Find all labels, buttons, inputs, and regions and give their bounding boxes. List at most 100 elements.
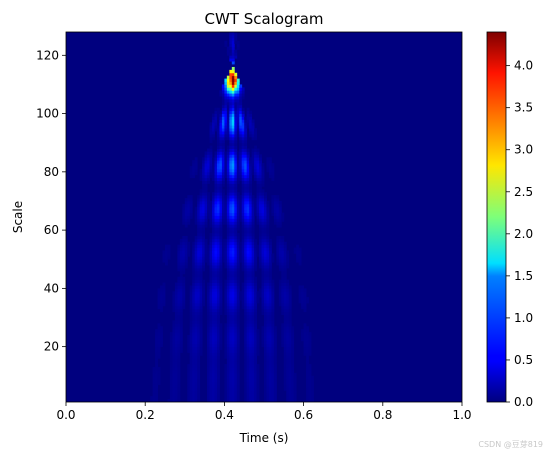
heat-cell [209, 174, 213, 179]
heat-cell [244, 396, 248, 400]
heat-cell [273, 334, 277, 339]
heat-cell [283, 375, 287, 380]
heat-cell [226, 230, 230, 234]
heat-cell [221, 99, 225, 103]
heat-cell [244, 230, 248, 234]
heat-cell [179, 253, 183, 257]
heat-cell [244, 142, 248, 147]
heat-cell [266, 378, 270, 382]
heat-cell [236, 381, 240, 385]
heat-cell [306, 381, 309, 385]
heat-cell [192, 241, 196, 246]
heat-cell [169, 361, 173, 365]
heat-cell [271, 256, 275, 260]
heat-cell [286, 285, 290, 289]
heat-cell [256, 203, 260, 208]
heat-cell [254, 393, 257, 397]
heat-cell [231, 151, 235, 155]
heat-cell [229, 148, 233, 152]
heat-cell [246, 346, 250, 350]
heat-cell [251, 320, 255, 324]
heat-cell [231, 34, 235, 39]
heat-cell [234, 186, 238, 190]
heat-cell [256, 206, 260, 211]
heat-cell [256, 294, 260, 298]
heat-cell [224, 387, 228, 391]
heat-cell [231, 227, 235, 231]
heat-cell [194, 381, 198, 385]
heat-cell [236, 163, 240, 167]
heat-cell [251, 390, 255, 394]
heat-cell [214, 157, 218, 161]
heat-cell [174, 355, 178, 359]
heat-cell [207, 337, 210, 342]
heat-cell [231, 84, 235, 88]
heat-cell [219, 224, 223, 228]
heat-cell [239, 247, 243, 251]
heat-cell [207, 367, 210, 371]
heat-cell [239, 139, 243, 144]
heat-cell [249, 337, 253, 342]
heat-cell [236, 265, 240, 269]
heat-cell [194, 235, 198, 240]
heat-cell [192, 352, 196, 356]
heat-cell [236, 393, 240, 397]
heat-cell [224, 43, 228, 47]
heat-cell [231, 107, 235, 112]
heat-cell [177, 369, 181, 374]
heat-cell [246, 381, 250, 385]
heat-cell [306, 372, 309, 377]
heat-cell [291, 375, 295, 380]
heat-cell [306, 337, 309, 342]
heat-cell [244, 367, 248, 371]
heat-cell [226, 206, 230, 211]
heat-cell [197, 221, 201, 225]
heat-cell [182, 212, 186, 216]
heat-cell [231, 241, 235, 246]
heat-cell [212, 372, 215, 377]
heat-cell [187, 349, 191, 353]
heat-cell [234, 192, 238, 196]
heat-cell [214, 300, 218, 304]
heat-cell [271, 358, 275, 362]
heat-cell [229, 125, 233, 129]
heat-cell [288, 372, 292, 377]
heat-cell [249, 378, 253, 382]
heat-cell [244, 267, 248, 272]
heat-cell [236, 282, 240, 286]
heat-cell [254, 367, 257, 371]
heat-cell [278, 256, 282, 260]
heat-cell [249, 116, 253, 120]
heat-cell [273, 358, 277, 362]
heat-cell [273, 372, 277, 377]
heat-cell [229, 250, 233, 254]
heat-cell [244, 157, 248, 161]
heat-cell [209, 279, 213, 283]
heat-cell [216, 116, 220, 120]
heat-cell [231, 364, 235, 368]
heat-cell [224, 250, 228, 254]
heat-cell [308, 387, 312, 391]
heat-cell [221, 192, 225, 196]
heat-cell [273, 206, 277, 211]
heat-cell [212, 311, 215, 315]
heat-cell [221, 87, 225, 91]
heat-cell [261, 332, 265, 336]
heat-cell [236, 267, 240, 272]
heat-cell [251, 329, 255, 333]
heat-cell [239, 151, 243, 155]
heat-cell [197, 308, 201, 313]
heat-cell [251, 276, 255, 281]
heat-cell [229, 378, 233, 382]
heat-cell [259, 154, 262, 158]
heat-cell [231, 198, 235, 202]
heat-cell [298, 253, 302, 257]
heat-cell [219, 151, 223, 155]
heat-cell [212, 329, 215, 333]
heat-cell [187, 247, 191, 251]
heat-cell [278, 297, 282, 301]
heat-cell [293, 399, 297, 402]
heat-cell [197, 230, 201, 234]
heat-cell [236, 241, 240, 246]
heat-cell [219, 332, 223, 336]
